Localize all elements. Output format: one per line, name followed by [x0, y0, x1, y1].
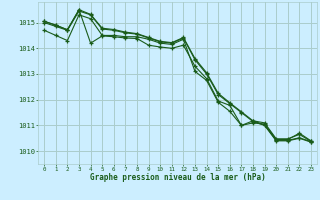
- X-axis label: Graphe pression niveau de la mer (hPa): Graphe pression niveau de la mer (hPa): [90, 173, 266, 182]
